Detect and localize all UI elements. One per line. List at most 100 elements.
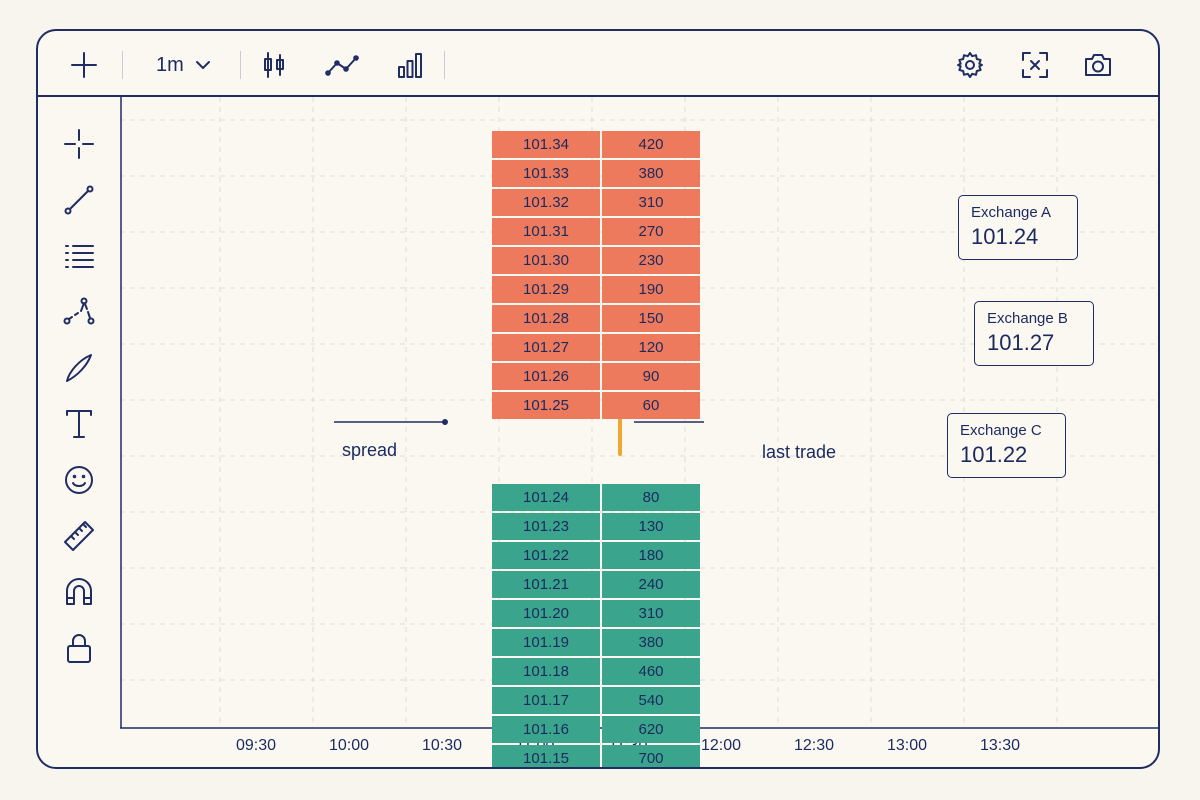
ask-price: 101.25 [492, 392, 600, 419]
path-icon [63, 297, 95, 325]
exchange-price: 101.27 [987, 330, 1055, 355]
chevron-down-icon [195, 61, 210, 69]
bid-row[interactable]: 101.15 700 [492, 745, 700, 767]
ask-size: 420 [602, 131, 700, 158]
ask-row[interactable]: 101.29 190 [492, 276, 700, 303]
camera-icon [1085, 54, 1111, 76]
plus-icon [71, 52, 97, 78]
ask-size: 230 [602, 247, 700, 274]
ask-row[interactable]: 101.31 270 [492, 218, 700, 245]
time-tick-label: 10:30 [421, 737, 463, 754]
fullscreen-icon [1022, 52, 1048, 78]
interval-label: 1m [156, 53, 184, 76]
ask-row[interactable]: 101.30 230 [492, 247, 700, 274]
exchange-name: Exchange C [960, 422, 1042, 439]
exchange-quote[interactable]: Exchange C 101.22 [947, 413, 1066, 478]
ask-price: 101.33 [492, 160, 600, 187]
bid-size: 130 [602, 513, 700, 540]
settings-button[interactable] [952, 47, 988, 83]
ask-size: 310 [602, 189, 700, 216]
crosshair-tool[interactable] [58, 123, 100, 165]
magnet-tool[interactable] [58, 571, 100, 613]
ask-row[interactable]: 101.26 90 [492, 363, 700, 390]
bid-price: 101.17 [492, 687, 600, 714]
bid-row[interactable]: 101.21 240 [492, 571, 700, 598]
ask-row[interactable]: 101.33 380 [492, 160, 700, 187]
bid-row[interactable]: 101.23 130 [492, 513, 700, 540]
bid-row[interactable]: 101.19 380 [492, 629, 700, 656]
lock-tool[interactable] [58, 627, 100, 669]
bid-size: 80 [602, 484, 700, 511]
line-chart-button[interactable] [322, 47, 362, 83]
ask-size: 60 [602, 392, 700, 419]
emoji-tool[interactable] [58, 459, 100, 501]
screenshot-button[interactable] [1080, 47, 1116, 83]
ask-size: 120 [602, 334, 700, 361]
candlestick-button[interactable] [256, 47, 292, 83]
magnet-icon [66, 578, 92, 605]
bid-price: 101.24 [492, 484, 600, 511]
text-tool[interactable] [58, 403, 100, 445]
bid-row[interactable]: 101.17 540 [492, 687, 700, 714]
bid-size: 540 [602, 687, 700, 714]
bid-row[interactable]: 101.16 620 [492, 716, 700, 743]
ask-price: 101.29 [492, 276, 600, 303]
bid-price: 101.22 [492, 542, 600, 569]
ask-price: 101.34 [492, 131, 600, 158]
ask-size: 270 [602, 218, 700, 245]
ask-row[interactable]: 101.28 150 [492, 305, 700, 332]
exchange-quote[interactable]: Exchange B 101.27 [974, 301, 1094, 366]
exchange-price: 101.22 [960, 442, 1028, 467]
exchange-name: Exchange A [971, 204, 1052, 221]
ruler-tool[interactable] [58, 515, 100, 557]
ask-size: 90 [602, 363, 700, 390]
fullscreen-button[interactable] [1017, 47, 1053, 83]
crosshair-icon [64, 129, 94, 159]
toolbar-divider [122, 51, 123, 79]
bid-size: 240 [602, 571, 700, 598]
bar-chart-icon [398, 53, 422, 78]
ask-row[interactable]: 101.34 420 [492, 131, 700, 158]
brush-icon [66, 354, 92, 382]
toolbar-divider [444, 51, 445, 79]
time-tick-label: 13:00 [886, 737, 928, 754]
path-tool[interactable] [58, 291, 100, 333]
bid-size: 310 [602, 600, 700, 627]
list-icon [65, 245, 94, 268]
trend-line-tool[interactable] [58, 179, 100, 221]
exchange-price: 101.24 [971, 224, 1039, 249]
bid-price: 101.20 [492, 600, 600, 627]
bid-price: 101.16 [492, 716, 600, 743]
ask-price: 101.27 [492, 334, 600, 361]
spread-marker [442, 419, 448, 425]
brush-tool[interactable] [58, 347, 100, 389]
text-icon [66, 410, 92, 438]
interval-selector[interactable]: 1m [156, 47, 226, 83]
exchange-quote[interactable]: Exchange A 101.24 [958, 195, 1078, 260]
chart-area[interactable]: 09:3010:0010:3011:0011:3012:0012:3013:00… [120, 97, 1158, 767]
bid-size: 180 [602, 542, 700, 569]
bid-size: 460 [602, 658, 700, 685]
bid-row[interactable]: 101.18 460 [492, 658, 700, 685]
ask-size: 380 [602, 160, 700, 187]
ask-row[interactable]: 101.32 310 [492, 189, 700, 216]
gear-icon [957, 52, 983, 78]
bid-size: 700 [602, 745, 700, 767]
bar-chart-button[interactable] [392, 47, 428, 83]
ruler-icon [64, 521, 94, 551]
ask-price: 101.28 [492, 305, 600, 332]
time-tick-label: 12:00 [700, 737, 742, 754]
list-tool[interactable] [58, 235, 100, 277]
ask-price: 101.31 [492, 218, 600, 245]
drawing-tools-sidebar [38, 97, 120, 767]
add-button[interactable] [66, 47, 102, 83]
bid-row[interactable]: 101.22 180 [492, 542, 700, 569]
bid-row[interactable]: 101.24 80 [492, 484, 700, 511]
bid-price: 101.19 [492, 629, 600, 656]
trend-line-icon [64, 185, 94, 215]
ask-row[interactable]: 101.25 60 [492, 392, 700, 419]
ask-row[interactable]: 101.27 120 [492, 334, 700, 361]
exchange-name: Exchange B [987, 310, 1068, 327]
bid-row[interactable]: 101.20 310 [492, 600, 700, 627]
bid-price: 101.18 [492, 658, 600, 685]
